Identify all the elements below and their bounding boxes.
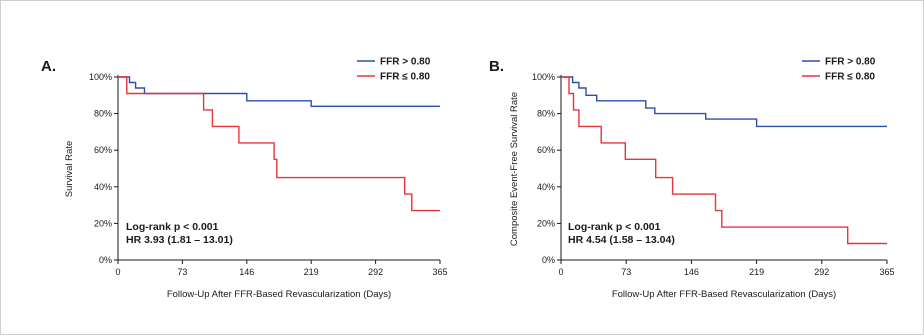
x-tick-label: 219 [749, 267, 764, 277]
hazard-ratio-annotation: HR 4.54 (1.58 – 13.04) [568, 234, 675, 246]
y-tick-label: 40% [94, 182, 112, 192]
survival-curve-ffr-high [561, 76, 887, 128]
y-tick-label: 20% [537, 218, 555, 228]
y-tick-label: 0% [99, 255, 112, 265]
y-axis-title: Composite Event-Free Survival Rate [509, 92, 520, 246]
logrank-annotation: Log-rank p < 0.001 [126, 221, 219, 233]
y-tick-label: 60% [94, 145, 112, 155]
x-tick-label: 292 [814, 267, 829, 277]
y-tick-label: 80% [537, 109, 555, 119]
chart-panel-b: B. 0% 20% 40% 60% 80% 100% 0 73 146 219 292 365 Follo… [489, 57, 895, 301]
legend-label: FFR ≤ 0.80 [825, 72, 875, 83]
survival-curve-ffr-high [118, 76, 440, 107]
x-tick-label: 73 [621, 267, 631, 277]
x-tick-label: 219 [304, 267, 319, 277]
y-tick-label: 100% [89, 72, 112, 82]
x-tick-label: 0 [558, 267, 563, 277]
x-axis-title: Follow-Up After FFR-Based Revascularizat… [167, 289, 391, 300]
y-tick-label: 0% [542, 255, 555, 265]
chart-panel-a: A. 0% 20% 40% 60% 80% 100% 0 73 146 219 292 365 Follo… [41, 57, 448, 301]
legend-label: FFR ≤ 0.80 [380, 72, 430, 83]
x-tick-label: 146 [684, 267, 699, 277]
y-tick-label: 100% [532, 72, 555, 82]
x-tick-label: 292 [368, 267, 383, 277]
x-tick-label: 365 [879, 267, 894, 277]
x-tick-label: 0 [115, 267, 120, 277]
y-tick-label: 60% [537, 145, 555, 155]
legend-label: FFR > 0.80 [380, 57, 431, 68]
logrank-annotation: Log-rank p < 0.001 [568, 221, 661, 233]
y-tick-label: 80% [94, 109, 112, 119]
y-tick-label: 20% [94, 218, 112, 228]
panel-label: B. [489, 58, 504, 75]
legend-label: FFR > 0.80 [825, 57, 876, 68]
y-tick-label: 40% [537, 182, 555, 192]
x-axis-title: Follow-Up After FFR-Based Revascularizat… [612, 289, 836, 300]
survival-curve-ffr-low [561, 76, 887, 245]
panel-label: A. [41, 58, 56, 75]
survival-curve-ffr-low [118, 76, 440, 212]
x-tick-label: 146 [239, 267, 254, 277]
x-tick-label: 365 [432, 267, 447, 277]
y-axis-title: Survival Rate [64, 141, 75, 198]
x-tick-label: 73 [177, 267, 187, 277]
hazard-ratio-annotation: HR 3.93 (1.81 – 13.01) [126, 234, 233, 246]
